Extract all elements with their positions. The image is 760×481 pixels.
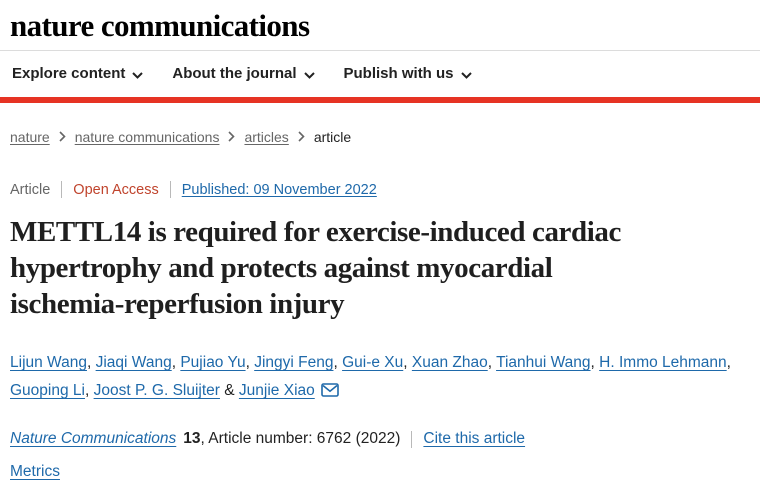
author-item: Tianhui Wang, [496,354,599,371]
volume-number: 13 [183,430,201,448]
primary-nav: Explore content About the journal Publis… [0,51,760,97]
chevron-right-icon [298,129,305,145]
author-link[interactable]: Xuan Zhao [411,354,488,372]
nav-item-label: Explore content [12,65,126,83]
author-link[interactable]: Tianhui Wang [496,354,591,372]
author-link[interactable]: Joost P. G. Sluijter [93,382,220,400]
nav-about-the-journal[interactable]: About the journal [172,64,315,83]
breadcrumb: nature nature communications articles ar… [0,129,760,145]
journal-logo[interactable]: nature communications [10,8,310,43]
author-link[interactable]: Lijun Wang [10,354,87,372]
author-separator: , [86,354,96,372]
nav-item-label: Publish with us [343,65,454,83]
title-line: ischemia-reperfusion injury [10,288,345,321]
nav-publish-with-us[interactable]: Publish with us [344,64,472,83]
article-title: METTL14 is required for exercise-induced… [0,214,730,322]
breadcrumb-nature-communications[interactable]: nature communications [74,129,220,146]
brand-red-bar [0,97,760,104]
author-item: Joost P. G. Sluijter & [94,382,239,399]
author-link[interactable]: Pujiao Yu [180,354,246,372]
breadcrumb-article-current: article [313,129,352,146]
breadcrumb-articles[interactable]: articles [244,129,289,146]
author-link[interactable]: Jingyi Feng [254,354,334,372]
author-link[interactable]: Junjie Xiao [238,382,315,400]
open-access-label: Open Access [73,181,159,198]
site-header: nature communications [0,0,760,50]
author-item: Junjie Xiao [239,382,315,399]
nav-item-label: About the journal [172,65,297,83]
cite-this-article-link[interactable]: Cite this article [423,430,526,448]
author-separator: , [590,354,600,372]
citation-suffix: , Article number: 6762 (2022) [200,430,401,448]
author-item: Lijun Wang, [10,354,96,371]
chevron-right-icon [228,129,236,145]
author-separator: , [726,354,731,372]
citation-row: Nature Communications 13 , Article numbe… [0,430,760,448]
author-list: Lijun Wang, Jiaqi Wang, Pujiao Yu, Jingy… [0,349,750,407]
chevron-down-icon [460,66,472,83]
corresponding-author-email-link[interactable] [320,379,339,407]
author-separator: , [245,354,255,372]
chevron-right-icon [59,129,66,145]
breadcrumb-nature[interactable]: nature [10,129,50,146]
chevron-down-icon [132,66,144,83]
author-item: Guoping Li, [10,382,94,399]
meta-divider [169,181,171,199]
nav-explore-content[interactable]: Explore content [12,64,144,83]
author-item: H. Immo Lehmann, [599,354,731,371]
author-link[interactable]: Gui-e Xu [342,354,404,372]
article-type-label: Article [10,181,51,198]
author-item: Jiaqi Wang, [96,354,181,371]
metrics-link[interactable]: Metrics [10,463,60,481]
author-separator: & [219,382,239,400]
meta-divider [61,181,63,199]
author-separator: , [487,354,497,372]
header-divider [0,50,760,52]
author-link[interactable]: Jiaqi Wang [95,354,172,372]
title-line: METTL14 is required for exercise-induced… [10,216,621,249]
author-item: Gui-e Xu, [342,354,412,371]
author-items: Lijun Wang, Jiaqi Wang, Pujiao Yu, Jingy… [10,354,731,399]
author-item: Pujiao Yu, [180,354,254,371]
article-meta: Article Open Access Published: 09 Novemb… [0,181,760,199]
envelope-icon [320,383,339,397]
metrics-row: Metrics [0,463,760,481]
published-date-link[interactable]: Published: 09 November 2022 [181,181,377,198]
chevron-down-icon [303,66,315,83]
author-separator: , [171,354,181,372]
author-link[interactable]: Guoping Li [10,382,85,400]
title-line: hypertrophy and protects against myocard… [10,252,553,285]
author-separator: , [84,382,94,400]
author-item: Jingyi Feng, [254,354,342,371]
journal-link[interactable]: Nature Communications [10,430,177,448]
author-item: Xuan Zhao, [412,354,496,371]
author-separator: , [403,354,412,372]
citation-divider [411,430,413,448]
author-separator: , [333,354,343,372]
author-link[interactable]: H. Immo Lehmann [599,354,727,372]
